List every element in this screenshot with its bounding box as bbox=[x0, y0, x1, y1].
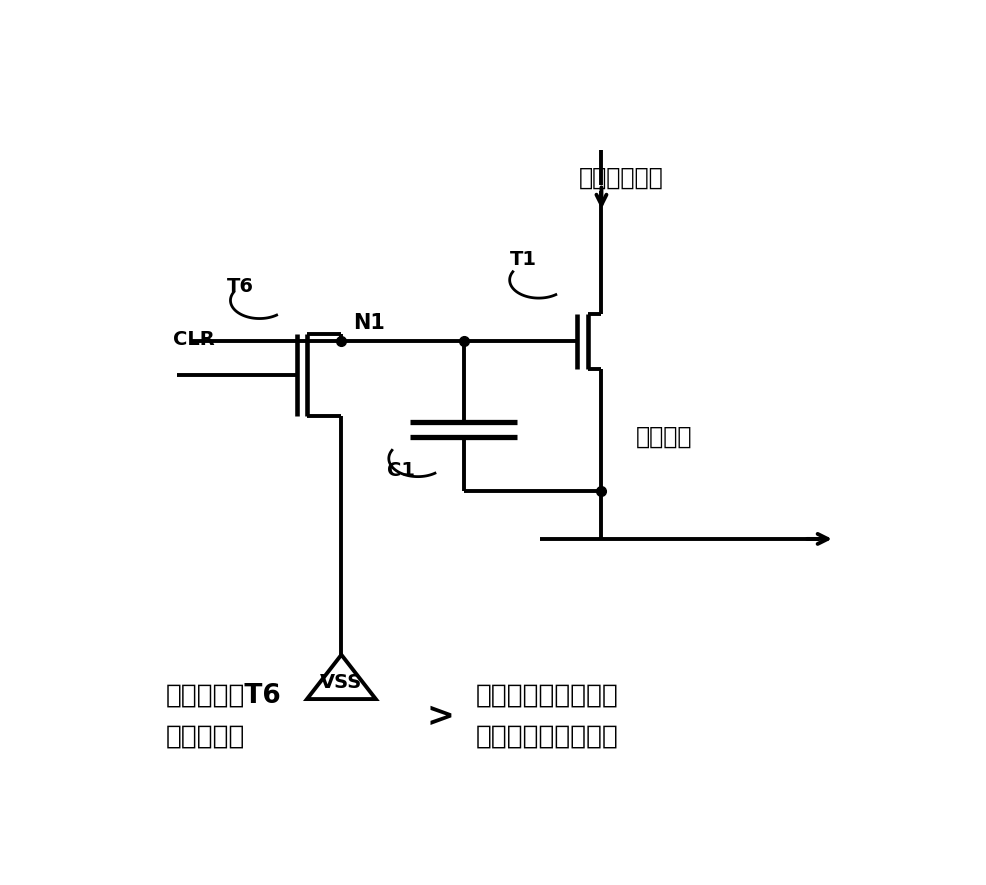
Text: >: > bbox=[427, 700, 455, 733]
Text: VSS: VSS bbox=[319, 673, 362, 691]
Text: 的栅极长度: 的栅极长度 bbox=[166, 724, 245, 750]
Text: N1: N1 bbox=[353, 313, 385, 333]
Text: 闭晶体管的栅极长度: 闭晶体管的栅极长度 bbox=[475, 724, 617, 750]
Text: T6: T6 bbox=[227, 277, 253, 296]
Text: T1: T1 bbox=[509, 250, 536, 269]
Text: 扫描信号: 扫描信号 bbox=[635, 425, 691, 449]
Text: 其它电荷存储节点关: 其它电荷存储节点关 bbox=[475, 682, 617, 709]
Text: 输入时钟信号: 输入时钟信号 bbox=[578, 165, 663, 189]
Text: C1: C1 bbox=[387, 461, 415, 481]
Text: 薄膜晶体管T6: 薄膜晶体管T6 bbox=[166, 682, 281, 709]
Text: CLR: CLR bbox=[173, 330, 215, 349]
